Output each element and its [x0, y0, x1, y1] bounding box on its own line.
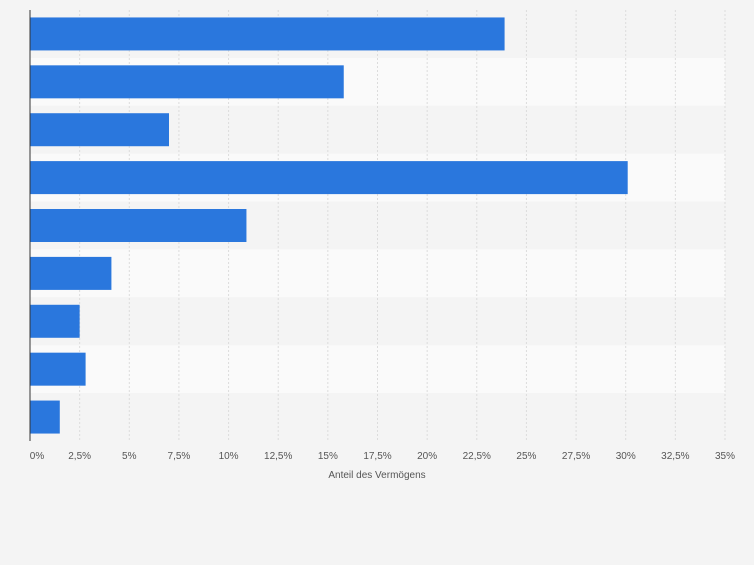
bar[interactable]	[30, 304, 80, 338]
x-tick-label: 7,5%	[168, 451, 191, 462]
row-band	[30, 297, 725, 346]
x-tick-label: 20%	[417, 451, 437, 462]
x-tick-label: 25%	[516, 451, 536, 462]
bar[interactable]	[30, 256, 112, 290]
bar[interactable]	[30, 113, 169, 147]
bar[interactable]	[30, 161, 628, 195]
x-tick-label: 0%	[30, 451, 45, 462]
bars	[30, 17, 628, 434]
x-tick-label: 15%	[318, 451, 338, 462]
row-band	[30, 345, 725, 394]
x-tick-label: 2,5%	[68, 451, 91, 462]
x-tick-label: 5%	[122, 451, 137, 462]
x-tick-label: 35%	[715, 451, 735, 462]
bar[interactable]	[30, 17, 505, 51]
bar[interactable]	[30, 65, 344, 99]
x-tick-label: 17,5%	[363, 451, 391, 462]
x-tick-label: 32,5%	[661, 451, 689, 462]
bar[interactable]	[30, 400, 60, 434]
x-tick-label: 10%	[219, 451, 239, 462]
x-axis-title: Anteil des Vermögens	[328, 470, 425, 481]
x-tick-label: 30%	[616, 451, 636, 462]
x-tick-label: 12,5%	[264, 451, 292, 462]
bar[interactable]	[30, 209, 247, 242]
x-tick-labels: 0% 2,5% 5% 7,5% 10% 12,5% 15% 17,5% 20% 22,5% 25% 2…	[30, 451, 735, 462]
bar[interactable]	[30, 352, 86, 386]
x-tick-label: 27,5%	[562, 451, 590, 462]
x-tick-label: 22,5%	[463, 451, 491, 462]
row-band	[30, 249, 725, 298]
row-band	[30, 393, 725, 441]
